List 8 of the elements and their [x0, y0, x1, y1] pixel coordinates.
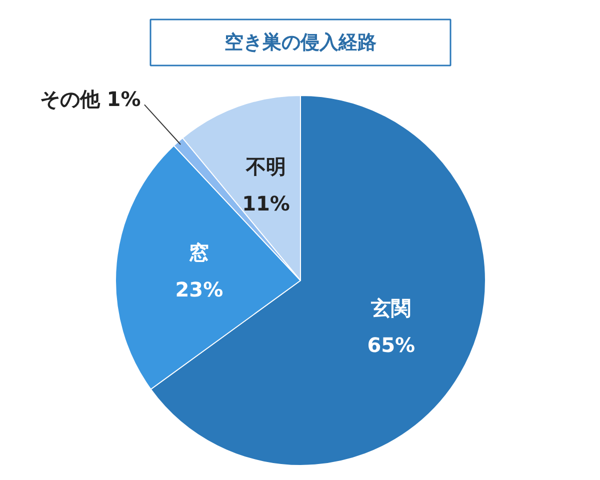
slice-label: 窓: [189, 240, 210, 264]
data-label: 11%: [242, 191, 290, 216]
chart-title: 空き巣の侵入経路: [224, 32, 376, 54]
data-label: 65%: [367, 333, 416, 358]
data-label: 23%: [175, 277, 224, 302]
slice-label: その他 1%: [40, 87, 141, 112]
slice-label: 不明: [245, 154, 286, 178]
slice-label: 玄関: [370, 296, 412, 320]
